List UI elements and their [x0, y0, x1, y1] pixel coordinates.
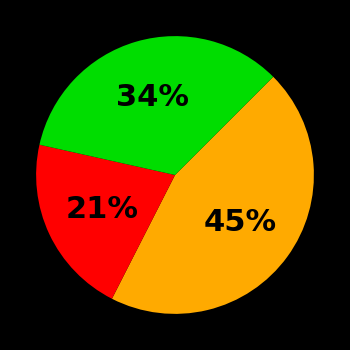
- Wedge shape: [40, 36, 273, 175]
- Text: 45%: 45%: [204, 208, 277, 237]
- Wedge shape: [112, 77, 314, 314]
- Wedge shape: [36, 145, 175, 299]
- Text: 34%: 34%: [116, 83, 189, 112]
- Text: 21%: 21%: [65, 195, 139, 224]
